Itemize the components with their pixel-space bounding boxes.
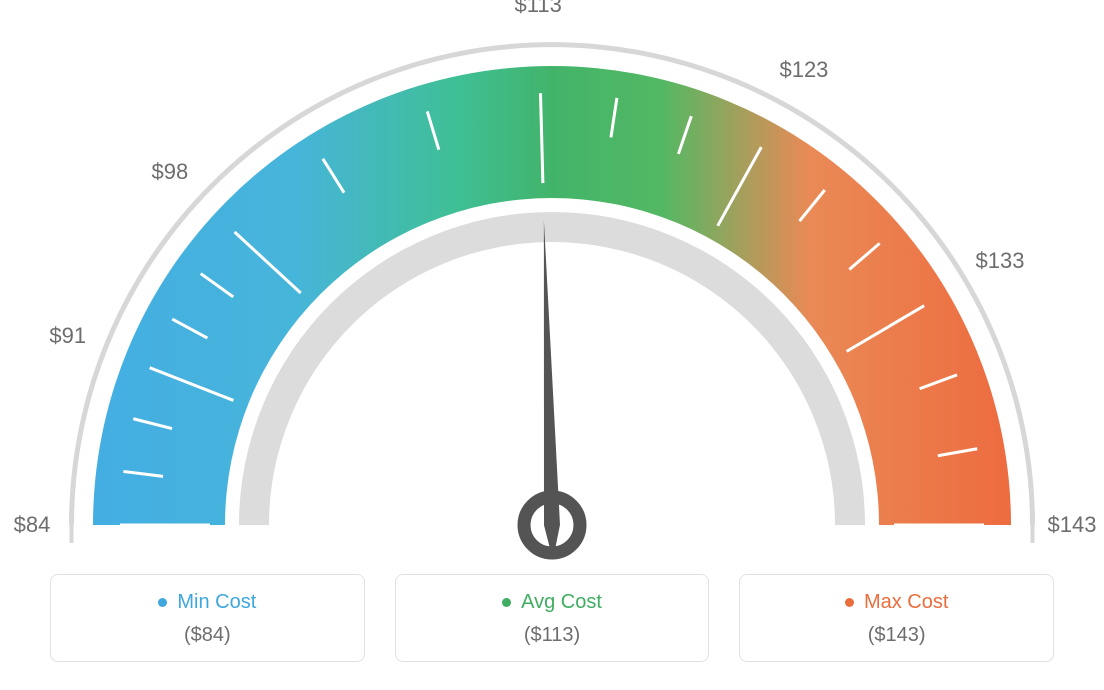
max-cost-value: ($143) — [750, 624, 1043, 647]
max-cost-title: Max Cost — [845, 591, 948, 614]
max-dot-icon — [845, 598, 854, 607]
gauge-svg — [0, 0, 1104, 560]
gauge-tick-label: $133 — [976, 248, 1025, 274]
max-cost-label: Max Cost — [864, 591, 948, 614]
min-cost-card: Min Cost ($84) — [50, 574, 365, 662]
max-cost-card: Max Cost ($143) — [739, 574, 1054, 662]
avg-cost-label: Avg Cost — [521, 591, 602, 614]
min-cost-value: ($84) — [61, 624, 354, 647]
legend-cards: Min Cost ($84) Avg Cost ($113) Max Cost … — [50, 574, 1054, 662]
gauge-tick-label: $84 — [14, 512, 51, 538]
avg-cost-card: Avg Cost ($113) — [395, 574, 710, 662]
min-cost-title: Min Cost — [158, 591, 256, 614]
gauge-tick-label: $143 — [1048, 512, 1097, 538]
gauge-tick-label: $113 — [515, 0, 562, 18]
gauge-tick-label: $91 — [49, 323, 86, 349]
cost-gauge: $84 $91 $98 $113 $123 $133 $143 — [0, 0, 1104, 560]
gauge-tick-label: $98 — [152, 159, 189, 185]
avg-dot-icon — [502, 598, 511, 607]
min-dot-icon — [158, 598, 167, 607]
avg-cost-title: Avg Cost — [502, 591, 602, 614]
avg-cost-value: ($113) — [406, 624, 699, 647]
gauge-tick-label: $123 — [779, 57, 828, 83]
min-cost-label: Min Cost — [177, 591, 256, 614]
